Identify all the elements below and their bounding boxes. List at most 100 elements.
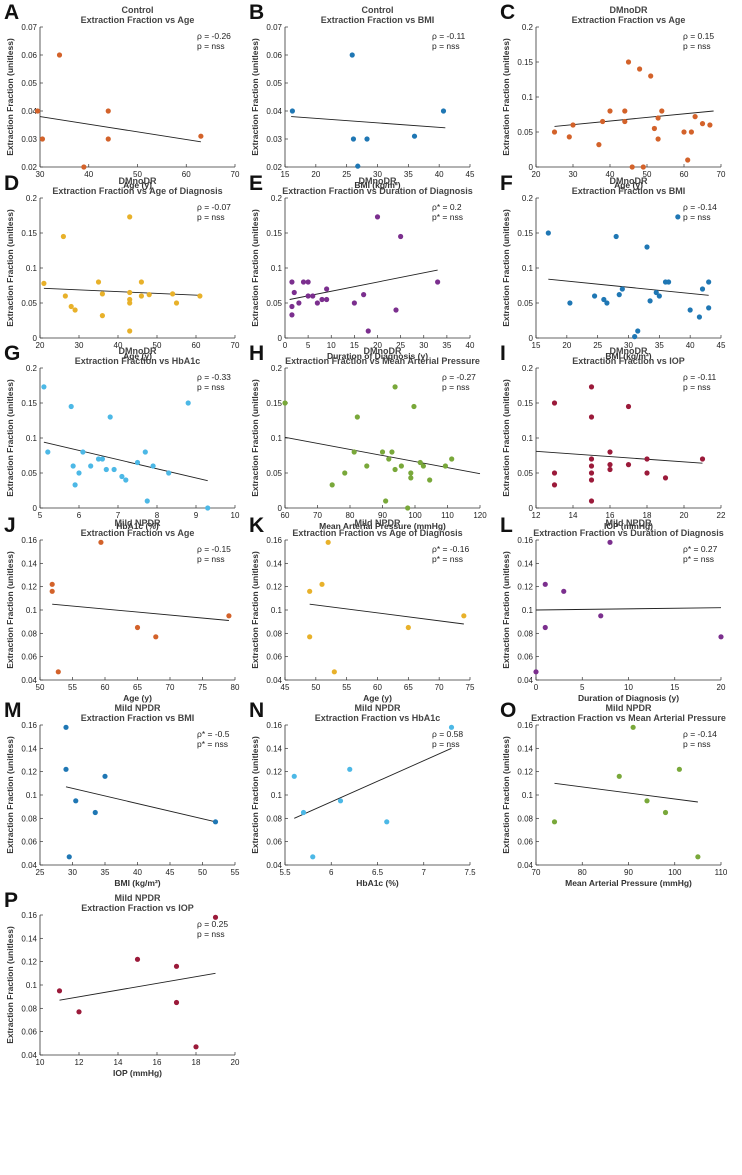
data-point (675, 214, 681, 220)
p-annotation: p = nss (432, 739, 460, 749)
data-point (389, 449, 395, 455)
x-tick-label: 60 (101, 683, 110, 692)
x-tick-label: 70 (231, 170, 240, 179)
panel-group: DMnoDR (610, 346, 648, 356)
rho-annotation: ρ = -0.15 (197, 544, 231, 554)
x-tick-label: 20 (717, 683, 726, 692)
panel-letter: F (500, 172, 513, 195)
x-tick-label: 75 (466, 683, 475, 692)
y-tick-label: 0.05 (21, 469, 37, 478)
data-point (56, 988, 63, 994)
p-annotation: p* = nss (197, 739, 228, 749)
data-point (607, 462, 613, 468)
data-point (427, 477, 433, 483)
x-axis-label: Mean Arterial Pressure (mmHg) (319, 521, 446, 531)
data-point (384, 819, 390, 825)
x-tick-label: 110 (715, 868, 728, 877)
x-tick-label: 40 (114, 341, 123, 350)
data-point (123, 477, 129, 483)
data-point (644, 244, 650, 250)
x-tick-label: 25 (593, 341, 602, 350)
data-point (331, 669, 337, 675)
data-point (95, 279, 102, 285)
data-point (365, 328, 371, 334)
x-tick-label: 45 (717, 341, 726, 350)
data-point (622, 118, 628, 125)
x-tick-label: 18 (192, 1058, 201, 1067)
data-point (76, 470, 82, 476)
y-tick-label: 0.1 (26, 434, 38, 443)
x-tick-label: 5 (38, 511, 43, 520)
data-point (588, 477, 595, 483)
data-point (630, 724, 636, 730)
data-point (111, 466, 117, 473)
x-tick-label: 70 (532, 868, 541, 877)
x-tick-label: 90 (378, 511, 387, 520)
panel-letter: A (4, 1, 19, 24)
data-point (570, 122, 576, 128)
data-point (39, 136, 46, 142)
y-tick-label: 0.04 (266, 107, 282, 116)
x-axis-label: Age (y) (363, 693, 392, 703)
data-point (138, 293, 144, 299)
data-point (173, 300, 180, 306)
x-tick-label: 30 (569, 170, 578, 179)
data-point (655, 136, 661, 142)
data-point (305, 279, 311, 285)
x-tick-label: 60 (680, 170, 689, 179)
data-point (81, 164, 87, 170)
data-point (173, 999, 180, 1006)
data-point (648, 73, 654, 79)
data-point (307, 588, 313, 594)
rho-annotation: ρ = 0.58 (432, 729, 463, 739)
rho-annotation: ρ = 0.15 (683, 31, 714, 41)
data-point (379, 449, 386, 455)
panel-title: Extraction Fraction vs Age (81, 15, 195, 25)
data-point (119, 473, 125, 480)
x-tick-label: 80 (231, 683, 240, 692)
x-axis-label: Age (y) (123, 693, 152, 703)
y-tick-label: 0.07 (21, 23, 37, 32)
data-point (651, 125, 658, 132)
x-tick-label: 20 (562, 341, 571, 350)
y-axis-label: Extraction Fraction (unitless) (5, 209, 15, 327)
data-point (607, 108, 613, 114)
data-point (448, 724, 455, 730)
data-point (55, 669, 61, 675)
y-axis-label: Extraction Fraction (unitless) (501, 209, 511, 327)
data-point (461, 613, 467, 619)
x-tick-label: 35 (655, 341, 664, 350)
x-tick-label: 12 (75, 1058, 84, 1067)
x-axis-label: Duration of Diagnosis (y) (578, 693, 679, 703)
rho-annotation: ρ = -0.11 (432, 31, 466, 41)
x-tick-label: 7 (116, 511, 121, 520)
trend-line (548, 278, 709, 296)
trend-line (554, 110, 714, 127)
panel-title: Extraction Fraction vs Age of Diagnosis (292, 528, 462, 538)
rho-annotation: ρ* = -0.5 (197, 729, 230, 739)
data-point (706, 279, 712, 285)
data-point (99, 456, 105, 462)
y-tick-label: 0.16 (266, 536, 282, 545)
data-point (647, 298, 653, 304)
y-tick-label: 0.12 (517, 583, 533, 592)
data-point (134, 459, 141, 466)
data-point (355, 163, 361, 169)
y-tick-label: 0.06 (266, 653, 282, 662)
y-tick-label: 0.1 (271, 434, 283, 443)
p-annotation: p* = nss (432, 212, 463, 222)
data-point (60, 233, 66, 240)
x-tick-label: 60 (373, 683, 382, 692)
data-point (601, 296, 607, 303)
panel-group: Mild NPDR (606, 703, 652, 713)
data-point (625, 462, 632, 468)
panel-letter: K (249, 514, 264, 537)
